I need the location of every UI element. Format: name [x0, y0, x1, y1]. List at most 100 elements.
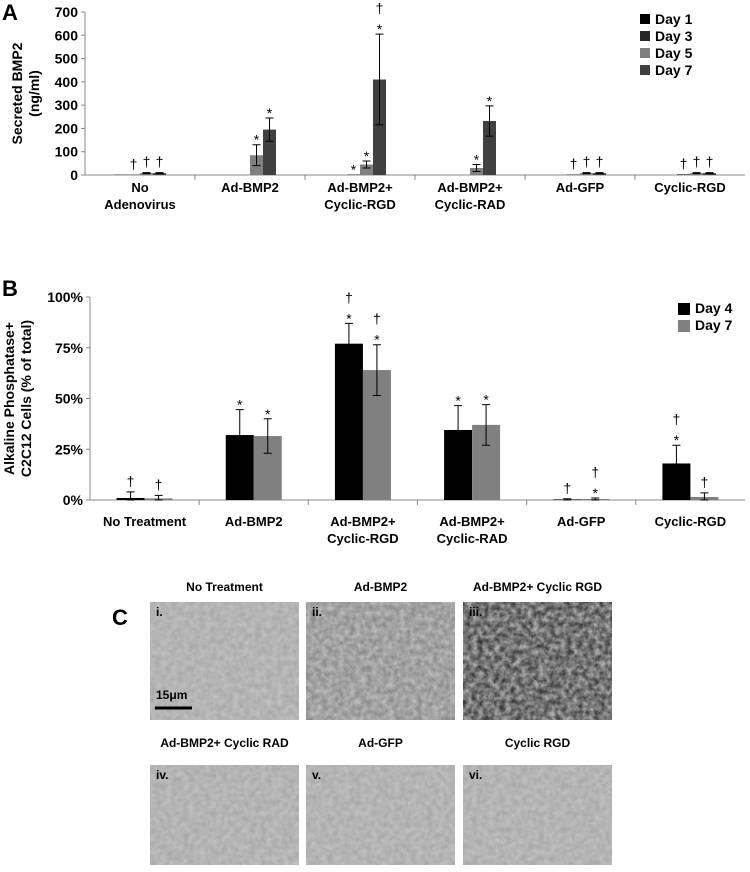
y-tick-label: 75%: [55, 340, 84, 356]
micrograph-title: Ad-BMP2+ Cyclic RGD: [473, 580, 602, 594]
y-tick-label: 600: [55, 27, 79, 43]
significance-marker: †: [345, 289, 353, 305]
significance-marker: *: [474, 152, 480, 168]
x-tick-label: Ad-GFP: [556, 180, 605, 195]
panel-label: B: [2, 276, 18, 301]
significance-marker: *: [374, 332, 380, 348]
significance-marker: †: [596, 154, 604, 170]
significance-marker: †: [673, 411, 681, 427]
x-tick-label: Ad-GFP: [557, 514, 606, 529]
significance-marker: *: [265, 406, 271, 422]
error-bar: [235, 409, 244, 461]
legend-swatch: [640, 31, 650, 41]
y-tick-label: 25%: [55, 441, 84, 457]
error-bar: [472, 164, 481, 173]
significance-marker: *: [593, 485, 599, 501]
error-bar: [126, 491, 135, 501]
legend-swatch: [678, 320, 690, 332]
significance-marker: *: [267, 105, 273, 121]
micrograph-numeral: iii.: [469, 605, 482, 619]
micrograph-texture: [150, 765, 299, 865]
y-tick-label: 50%: [55, 391, 84, 407]
x-tick-label: Cyclic-RGD: [654, 180, 726, 195]
micrograph-texture: [306, 602, 455, 720]
bar: [483, 120, 496, 175]
legend-swatch: [640, 65, 650, 75]
legend-swatch: [640, 48, 650, 58]
error-bar: [705, 172, 714, 175]
micrograph-title: Ad-GFP: [358, 736, 403, 750]
y-axis-label: Secreted BMP2(ng/ml): [9, 42, 42, 144]
y-tick-label: 0%: [63, 492, 84, 508]
error-bar: [482, 404, 491, 446]
error-bar: [263, 418, 272, 454]
significance-marker: †: [701, 474, 709, 490]
error-bar: [692, 172, 701, 175]
y-tick-label: 100: [55, 144, 79, 160]
x-tick-label: Ad-BMP2+ Cyclic-RAD: [435, 180, 506, 212]
micrograph-title: Ad-BMP2+ Cyclic RAD: [160, 736, 289, 750]
error-bar: [142, 172, 151, 175]
legend-label: Day 7: [655, 62, 693, 78]
error-bar: [591, 497, 600, 501]
significance-marker: †: [127, 473, 135, 489]
micrograph-title: Ad-BMP2: [354, 580, 408, 594]
significance-marker: †: [155, 476, 163, 492]
micrograph-texture: [306, 765, 455, 865]
panel-label: A: [2, 0, 18, 25]
x-tick-label: Ad-BMP2+ Cyclic-RAD: [437, 514, 508, 546]
legend-swatch: [678, 303, 690, 315]
significance-marker: †: [156, 154, 164, 170]
x-tick-label: Ad-BMP2+ Cyclic-RGD: [327, 514, 399, 546]
legend-label: Day 5: [655, 45, 693, 61]
significance-marker: †: [376, 0, 384, 16]
y-tick-label: 500: [55, 51, 79, 67]
y-tick-label: 400: [55, 74, 79, 90]
significance-marker: *: [346, 310, 352, 326]
panel-label: C: [112, 605, 128, 630]
significance-marker: *: [377, 21, 383, 37]
legend-label: Day 3: [655, 28, 693, 44]
significance-marker: *: [455, 393, 461, 409]
x-tick-label: Ad-BMP2: [221, 180, 279, 195]
significance-marker: †: [143, 154, 151, 170]
error-bar: [372, 344, 381, 396]
error-bar: [154, 494, 163, 501]
error-bar: [155, 172, 164, 175]
y-tick-label: 100%: [47, 289, 83, 305]
significance-marker: *: [483, 392, 489, 408]
bar: [677, 174, 690, 175]
micrograph-title: Cyclic RGD: [505, 736, 571, 750]
micrograph-numeral: iv.: [156, 768, 168, 782]
legend-label: Day 4: [695, 300, 733, 316]
error-bar: [454, 405, 463, 455]
significance-marker: †: [570, 156, 578, 172]
y-tick-label: 0: [70, 167, 78, 183]
y-tick-label: 700: [55, 4, 79, 20]
error-bar: [252, 144, 261, 167]
x-tick-label: No Adenovirus: [104, 180, 176, 212]
x-tick-label: Ad-BMP2+ Cyclic-RGD: [324, 180, 396, 212]
significance-marker: †: [706, 154, 714, 170]
error-bar: [595, 172, 604, 175]
bar: [373, 79, 386, 175]
micrograph-numeral: vi.: [469, 768, 482, 782]
micrograph-texture: [463, 602, 612, 720]
y-axis-label: Alkaline Phosphatase+C2C12 Cells (% of t…: [1, 320, 34, 477]
error-bar: [362, 160, 371, 169]
significance-marker: †: [591, 464, 599, 480]
significance-marker: *: [351, 162, 357, 178]
significance-marker: †: [130, 156, 138, 172]
scale-bar-label: 15μm: [156, 688, 187, 702]
error-bar: [265, 117, 274, 142]
legend-label: Day 1: [655, 11, 693, 27]
significance-marker: †: [373, 311, 381, 327]
error-bar: [344, 322, 353, 365]
micrograph-numeral: ii.: [312, 605, 322, 619]
legend-swatch: [640, 14, 650, 24]
legend-label: Day 7: [695, 317, 733, 333]
micrograph-texture: [463, 765, 612, 865]
error-bar: [582, 172, 591, 175]
significance-marker: †: [693, 154, 701, 170]
significance-marker: *: [254, 132, 260, 148]
